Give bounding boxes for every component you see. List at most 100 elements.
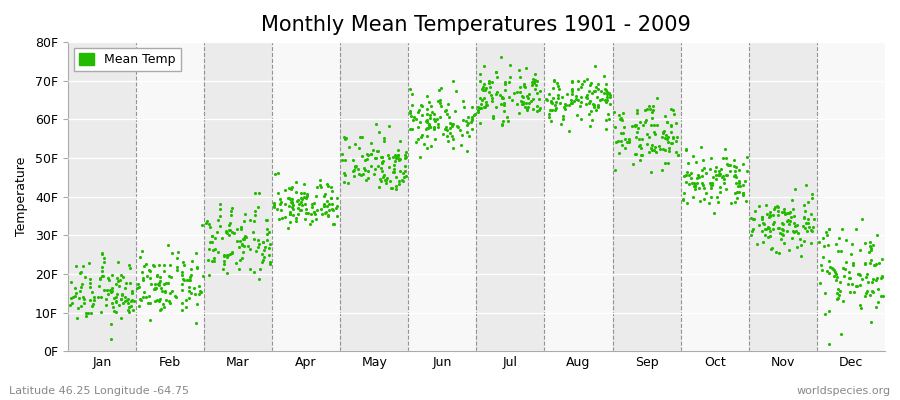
Point bbox=[295, 202, 310, 209]
Point bbox=[72, 295, 86, 301]
Point bbox=[694, 143, 708, 150]
Point bbox=[97, 258, 112, 265]
Point bbox=[439, 111, 454, 118]
Point bbox=[217, 258, 231, 264]
Point bbox=[252, 276, 266, 282]
Point bbox=[364, 162, 379, 169]
Point bbox=[599, 91, 614, 97]
Point bbox=[584, 108, 598, 114]
Point bbox=[720, 161, 734, 167]
Point bbox=[270, 206, 284, 212]
Point bbox=[421, 98, 436, 105]
Point bbox=[601, 116, 616, 122]
Point bbox=[131, 284, 146, 290]
Point bbox=[825, 265, 840, 271]
Point bbox=[243, 266, 257, 272]
Point bbox=[727, 199, 742, 206]
Point bbox=[341, 144, 356, 150]
Point bbox=[114, 296, 129, 302]
Point bbox=[182, 284, 196, 290]
Point bbox=[485, 115, 500, 121]
Point bbox=[526, 96, 540, 102]
Point bbox=[692, 174, 706, 180]
Point bbox=[259, 217, 274, 223]
Point bbox=[598, 97, 612, 103]
Point bbox=[628, 150, 643, 157]
Point bbox=[539, 96, 554, 102]
Point bbox=[271, 190, 285, 196]
Point bbox=[104, 288, 119, 294]
Point bbox=[761, 225, 776, 232]
Point bbox=[805, 240, 819, 246]
Point bbox=[75, 281, 89, 287]
Point bbox=[735, 190, 750, 196]
Point bbox=[176, 259, 190, 265]
Point bbox=[149, 296, 164, 303]
Point bbox=[220, 252, 235, 258]
Point bbox=[864, 288, 878, 294]
Point bbox=[867, 262, 881, 268]
Point bbox=[373, 176, 387, 183]
Point bbox=[833, 248, 848, 255]
Point bbox=[633, 156, 647, 163]
Point bbox=[599, 96, 614, 103]
Point bbox=[577, 78, 591, 84]
Point bbox=[760, 211, 775, 218]
Point bbox=[400, 154, 414, 160]
Point bbox=[103, 286, 117, 293]
Point bbox=[760, 224, 775, 230]
Point bbox=[310, 184, 324, 190]
Point bbox=[293, 199, 308, 205]
Point bbox=[94, 273, 109, 280]
Point bbox=[648, 131, 662, 137]
Point bbox=[519, 92, 534, 99]
Point bbox=[562, 127, 577, 134]
Point bbox=[183, 295, 197, 301]
Point bbox=[464, 126, 479, 132]
Point bbox=[78, 274, 93, 280]
Title: Monthly Mean Temperatures 1901 - 2009: Monthly Mean Temperatures 1901 - 2009 bbox=[262, 15, 691, 35]
Point bbox=[257, 243, 272, 250]
Point bbox=[679, 178, 693, 185]
Point bbox=[417, 141, 431, 148]
Point bbox=[598, 86, 612, 92]
Point bbox=[76, 296, 91, 302]
Point bbox=[299, 205, 313, 212]
Point bbox=[217, 260, 231, 267]
Point bbox=[582, 110, 597, 117]
Point bbox=[530, 90, 544, 96]
Point bbox=[461, 120, 475, 126]
Point bbox=[502, 74, 517, 80]
Point bbox=[175, 272, 189, 278]
Point bbox=[259, 216, 274, 223]
Point bbox=[591, 81, 606, 87]
Point bbox=[797, 225, 812, 231]
Point bbox=[415, 112, 429, 118]
Point bbox=[64, 279, 78, 286]
Point bbox=[876, 274, 890, 280]
Point bbox=[565, 79, 580, 85]
Point bbox=[783, 218, 797, 224]
Point bbox=[628, 134, 643, 140]
Point bbox=[93, 276, 107, 282]
Point bbox=[448, 88, 463, 94]
Point bbox=[706, 174, 720, 180]
Point bbox=[274, 214, 289, 221]
Point bbox=[797, 238, 812, 244]
Point bbox=[790, 222, 805, 228]
Point bbox=[248, 190, 262, 196]
Point bbox=[320, 181, 335, 188]
Point bbox=[844, 251, 859, 258]
Point bbox=[148, 285, 163, 291]
Point bbox=[432, 100, 446, 106]
Point bbox=[790, 230, 805, 236]
Point bbox=[720, 172, 734, 178]
Point bbox=[775, 226, 789, 232]
Point bbox=[109, 298, 123, 305]
Point bbox=[105, 272, 120, 278]
Point bbox=[459, 117, 473, 124]
Point bbox=[199, 220, 213, 226]
Point bbox=[617, 135, 632, 142]
Point bbox=[222, 232, 237, 238]
Point bbox=[339, 134, 354, 141]
